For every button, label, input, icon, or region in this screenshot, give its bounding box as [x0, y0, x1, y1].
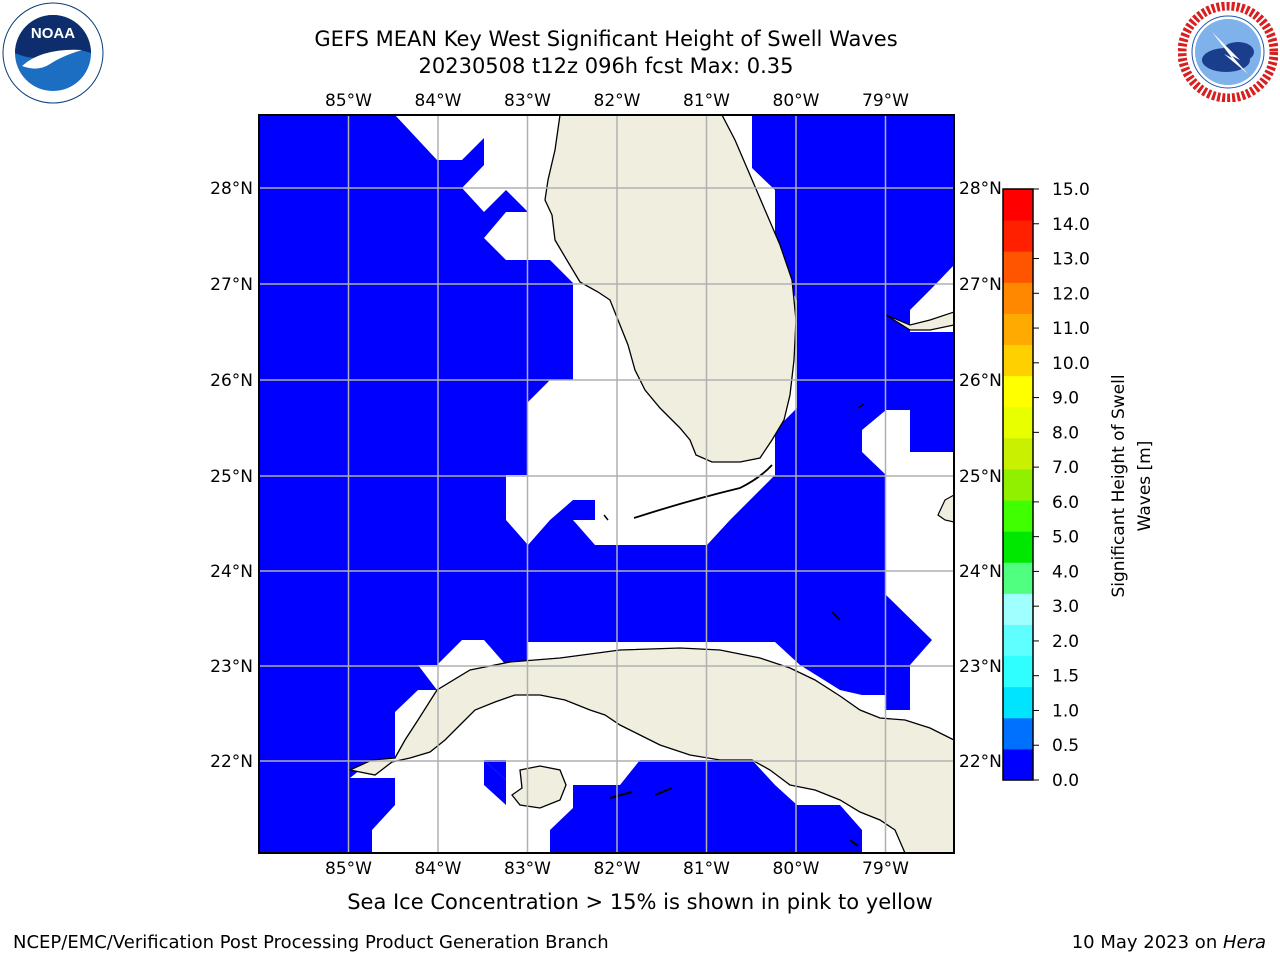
national-weather-service-logo	[1178, 2, 1278, 102]
colorbar-label: Waves [m]	[1135, 441, 1155, 532]
map-frame	[258, 114, 955, 854]
lat-label: 26°N	[959, 371, 1002, 391]
lon-label: 84°W	[415, 91, 462, 111]
gridlines	[259, 115, 954, 853]
colorbar-tick-label: 7.0	[1052, 458, 1079, 478]
lat-label: 27°N	[210, 275, 253, 295]
lon-label: 79°W	[862, 91, 909, 111]
colorbar-tick-label: 9.0	[1052, 389, 1079, 409]
lat-label: 24°N	[210, 562, 253, 582]
lat-label: 22°N	[959, 752, 1002, 772]
latitude-labels-left: 28°N 27°N 26°N 25°N 24°N 23°N 22°N	[210, 179, 253, 772]
colorbar-label: Significant Height of Swell	[1109, 374, 1129, 597]
footer-date-text: 10 May 2023 on	[1071, 932, 1223, 953]
colorbar-tick-label: 14.0	[1052, 215, 1090, 235]
chart-subtitle: 20230508 t12z 096h fcst Max: 0.35	[418, 54, 794, 78]
lat-label: 24°N	[959, 562, 1002, 582]
lon-label: 82°W	[594, 859, 641, 879]
colorbar-band	[1003, 531, 1033, 563]
colorbar-band	[1003, 375, 1033, 408]
colorbar-frame	[1002, 188, 1034, 781]
colorbar-band	[1003, 437, 1033, 470]
land-cuba	[347, 647, 954, 853]
lat-label: 25°N	[959, 467, 1002, 487]
lon-label: 85°W	[325, 859, 372, 879]
lon-label: 81°W	[683, 91, 730, 111]
colorbar-band	[1003, 748, 1033, 781]
colorbar-band	[1003, 593, 1033, 625]
colorbar-band	[1003, 344, 1033, 377]
colorbar-tick-label: 8.0	[1052, 423, 1079, 443]
lat-label: 22°N	[210, 752, 253, 772]
colorbar-tick-label: 1.0	[1052, 701, 1079, 721]
footer-producer: NCEP/EMC/Verification Post Processing Pr…	[13, 932, 609, 953]
longitude-labels-bottom: 85°W 84°W 83°W 82°W 81°W 80°W 79°W	[325, 859, 909, 879]
colorbar-tick-label: 11.0	[1052, 319, 1090, 339]
lon-label: 82°W	[594, 91, 641, 111]
colorbar-tick-label: 0.0	[1052, 771, 1079, 791]
colorbar-band	[1003, 686, 1033, 719]
lon-label: 84°W	[415, 859, 462, 879]
colorbar-tick-label: 13.0	[1052, 250, 1090, 270]
colorbar-band	[1003, 655, 1033, 688]
colorbar-band	[1003, 313, 1033, 346]
colorbar-tick-label: 5.0	[1052, 528, 1079, 548]
footer-host: Hera	[1222, 932, 1266, 953]
colorbar-band	[1003, 562, 1033, 594]
colorbar-tick-label: 2.0	[1052, 632, 1079, 652]
colorbar-tick-label: 1.5	[1052, 667, 1079, 687]
land-bahamas	[885, 311, 954, 331]
colorbar-tick-label: 3.0	[1052, 597, 1079, 617]
lat-label: 28°N	[959, 179, 1002, 199]
lon-label: 80°W	[773, 91, 820, 111]
colorbar-band	[1003, 220, 1033, 252]
colorbar-tick-label: 12.0	[1052, 284, 1090, 304]
colorbar-tick-label: 15.0	[1052, 180, 1090, 200]
lon-label: 79°W	[862, 859, 909, 879]
lat-label: 25°N	[210, 467, 253, 487]
lon-label: 81°W	[683, 859, 730, 879]
lat-label: 27°N	[959, 275, 1002, 295]
colorbar: 0.0 0.5 1.0 1.5 2.0 3.0 4.0 5.0 6.0 7.0 8.0 9.0 10.0…	[1002, 180, 1090, 791]
lon-label: 83°W	[504, 859, 551, 879]
colorbar-band	[1003, 251, 1033, 283]
colorbar-band	[1003, 406, 1033, 439]
land-isla-de-la-juventud	[511, 765, 567, 809]
latitude-labels-right: 28°N 27°N 26°N 25°N 24°N 23°N 22°N	[959, 179, 1002, 772]
lat-label: 26°N	[210, 371, 253, 391]
lon-label: 80°W	[773, 859, 820, 879]
colorbar-band	[1003, 717, 1033, 750]
footer-date: 10 May 2023 on Hera	[1072, 932, 1266, 953]
chart-title: GEFS MEAN Key West Significant Height of…	[314, 27, 898, 51]
noaa-logo-text: NOAA	[31, 25, 75, 42]
longitude-labels-top: 85°W 84°W 83°W 82°W 81°W 80°W 79°W	[325, 91, 909, 111]
sea-ice-note: Sea Ice Concentration > 15% is shown in …	[347, 890, 933, 914]
lon-label: 83°W	[504, 91, 551, 111]
colorbar-tick-label: 10.0	[1052, 354, 1090, 374]
florida-keys	[633, 464, 773, 519]
colorbar-band	[1003, 500, 1033, 532]
lat-label: 28°N	[210, 179, 253, 199]
colorbar-band	[1003, 282, 1033, 314]
noaa-logo: NOAA	[2, 2, 104, 104]
colorbar-band	[1003, 189, 1033, 221]
colorbar-tick-label: 4.0	[1052, 562, 1079, 582]
colorbar-tick-label: 6.0	[1052, 493, 1079, 513]
colorbar-band	[1003, 468, 1033, 501]
lat-label: 23°N	[959, 657, 1002, 677]
land-florida	[544, 115, 797, 463]
colorbar-tick-label: 0.5	[1052, 736, 1079, 756]
lat-label: 23°N	[210, 657, 253, 677]
lon-label: 85°W	[325, 91, 372, 111]
colorbar-band	[1003, 624, 1033, 657]
